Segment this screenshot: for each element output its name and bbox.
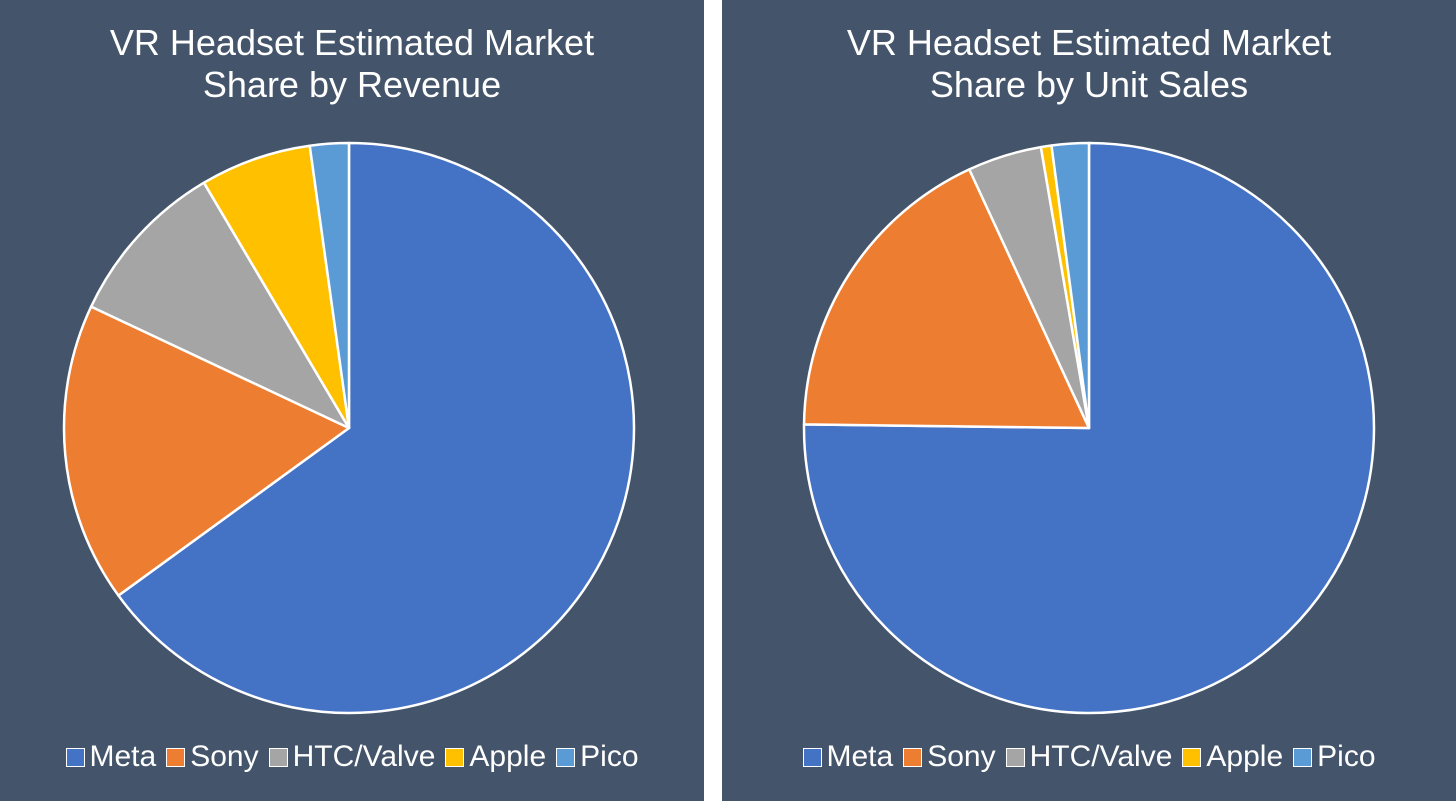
revenue-pie-chart	[62, 141, 636, 715]
legend-item-apple: Apple	[445, 740, 546, 774]
legend-swatch-pico	[1293, 747, 1313, 767]
legend-label-sony: Sony	[190, 740, 259, 773]
legend-label-meta: Meta	[89, 740, 157, 773]
pie-slice-sony	[62, 305, 351, 597]
legend-swatch-apple	[445, 747, 465, 767]
chart-legend: Meta Sony HTC/Valve Apple Pico	[722, 740, 1456, 774]
pie-slice-htc-valve	[89, 181, 351, 430]
legend-swatch-apple	[1182, 747, 1202, 767]
pie-slice-pico	[1050, 141, 1091, 430]
legend-swatch-meta	[65, 747, 85, 767]
legend-label-htc-valve: HTC/Valve	[1029, 740, 1173, 773]
legend-label-apple: Apple	[469, 740, 547, 773]
legend-item-apple: Apple	[1182, 740, 1283, 774]
legend-label-sony: Sony	[927, 740, 996, 773]
chart-title: VR Headset Estimated Market Share by Rev…	[0, 22, 704, 106]
legend-item-sony: Sony	[903, 740, 996, 774]
legend-swatch-sony	[903, 747, 923, 767]
legend-item-pico: Pico	[1293, 740, 1376, 774]
chart-title-line-2: Share by Revenue	[202, 64, 502, 105]
legend-item-pico: Pico	[556, 740, 639, 774]
legend-label-pico: Pico	[1317, 740, 1376, 773]
legend-label-htc-valve: HTC/Valve	[292, 740, 436, 773]
chart-title-line-1: VR Headset Estimated Market	[109, 22, 595, 63]
unit-sales-pie-chart	[802, 141, 1376, 715]
legend-swatch-meta	[802, 747, 822, 767]
legend-label-apple: Apple	[1206, 740, 1284, 773]
chart-title-line-1: VR Headset Estimated Market	[846, 22, 1332, 63]
chart-title: VR Headset Estimated Market Share by Uni…	[722, 22, 1456, 106]
legend-label-meta: Meta	[826, 740, 894, 773]
revenue-chart-panel: VR Headset Estimated Market Share by Rev…	[0, 0, 704, 801]
legend-swatch-htc-valve	[1005, 747, 1025, 767]
legend-item-htc-valve: HTC/Valve	[268, 740, 436, 774]
legend-swatch-sony	[166, 747, 186, 767]
pie-slice-pico	[308, 141, 351, 430]
pie-slice-sony	[802, 168, 1091, 430]
legend-item-meta: Meta	[802, 740, 894, 774]
legend-swatch-pico	[556, 747, 576, 767]
legend-swatch-htc-valve	[268, 747, 288, 767]
chart-legend: Meta Sony HTC/Valve Apple Pico	[0, 740, 704, 774]
legend-item-sony: Sony	[166, 740, 259, 774]
pie-slice-apple	[202, 144, 351, 430]
unit-sales-chart-panel: VR Headset Estimated Market Share by Uni…	[722, 0, 1456, 801]
legend-item-meta: Meta	[65, 740, 157, 774]
legend-label-pico: Pico	[580, 740, 639, 773]
pie-slice-meta	[117, 141, 636, 715]
legend-item-htc-valve: HTC/Valve	[1005, 740, 1173, 774]
chart-title-line-2: Share by Unit Sales	[929, 64, 1249, 105]
